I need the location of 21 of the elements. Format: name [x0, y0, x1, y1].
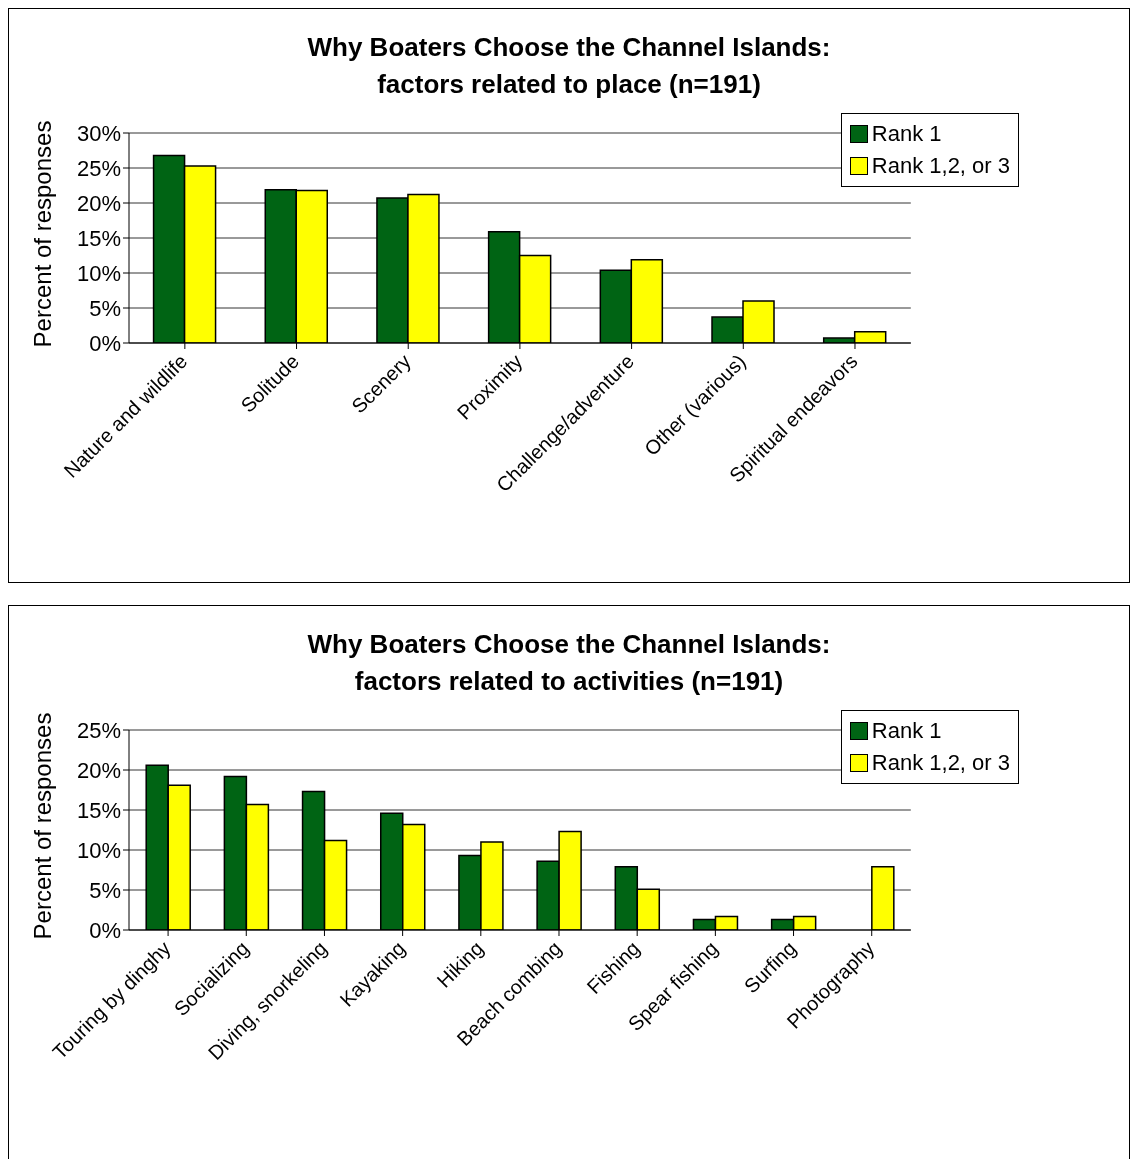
y-tick-label: 30%: [76, 120, 121, 146]
y-tick-label: 10%: [76, 260, 121, 286]
y-tick-label: 5%: [89, 295, 121, 321]
y-tick-label: 10%: [76, 837, 121, 863]
y-axis-title: Percent of responses: [29, 120, 57, 348]
legend-label: Rank 1: [871, 717, 942, 745]
y-tick-label: 15%: [76, 797, 121, 823]
y-tick-label: 0%: [89, 917, 121, 943]
legend-label: Rank 1,2, or 3: [871, 152, 1010, 180]
chart-title: Why Boaters Choose the Channel Islands: factors related to place (n=191): [306, 31, 832, 101]
y-tick-label: 15%: [76, 225, 121, 251]
chart-title: Why Boaters Choose the Channel Islands: factors related to activities (n=191): [306, 628, 832, 698]
legend-label: Rank 1,2, or 3: [871, 749, 1010, 777]
y-tick-label: 25%: [76, 717, 121, 743]
y-tick-label: 20%: [76, 190, 121, 216]
y-tick-label: 25%: [76, 155, 121, 181]
y-axis-title: Percent of responses: [29, 712, 57, 940]
y-tick-label: 5%: [89, 877, 121, 903]
y-tick-label: 0%: [89, 330, 121, 356]
legend-label: Rank 1: [871, 120, 942, 148]
y-tick-label: 20%: [76, 757, 121, 783]
